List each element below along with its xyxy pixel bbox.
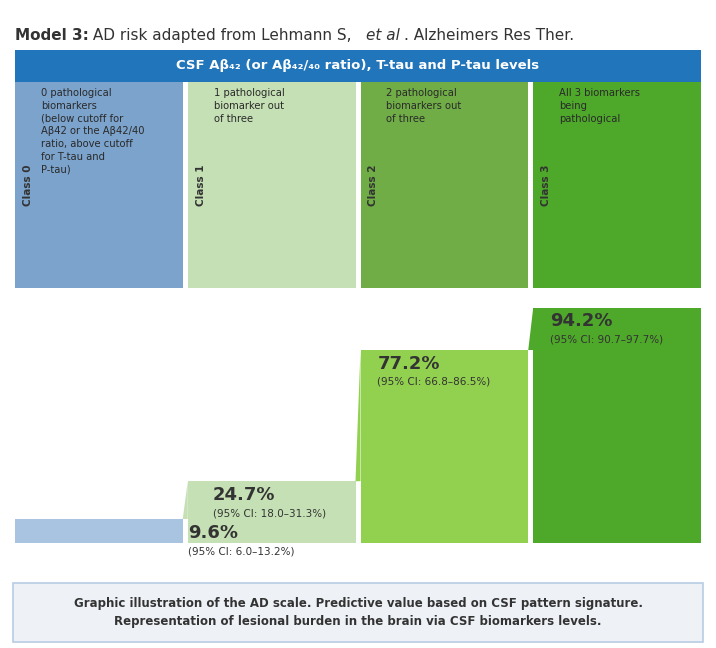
Text: (95% CI: 6.0–13.2%): (95% CI: 6.0–13.2%) — [188, 546, 294, 556]
Text: 0 pathological
biomarkers
(below cutoff for
Aβ42 or the Aβ42/40
ratio, above cut: 0 pathological biomarkers (below cutoff … — [41, 88, 145, 175]
Bar — [15, 519, 183, 543]
Bar — [15, 50, 701, 82]
Text: Class 1: Class 1 — [195, 164, 205, 206]
Text: (95% CI: 90.7–97.7%): (95% CI: 90.7–97.7%) — [550, 334, 663, 345]
Polygon shape — [356, 350, 360, 481]
Bar — [360, 350, 528, 543]
Polygon shape — [528, 308, 533, 350]
Text: 2014; Front Aging Neurosci. 2018: 2014; Front Aging Neurosci. 2018 — [231, 50, 485, 65]
Text: 77.2%: 77.2% — [377, 355, 440, 373]
Text: 94.2%: 94.2% — [550, 312, 612, 330]
Text: Class 3: Class 3 — [541, 164, 551, 206]
Text: et al: et al — [366, 28, 400, 43]
Text: All 3 biomarkers
being
pathological: All 3 biomarkers being pathological — [559, 88, 640, 124]
Bar — [533, 82, 701, 288]
Text: 1 pathological
biomarker out
of three: 1 pathological biomarker out of three — [214, 88, 284, 124]
FancyBboxPatch shape — [13, 583, 703, 642]
Text: . Alzheimers Res Ther.: . Alzheimers Res Ther. — [404, 28, 574, 43]
Text: Graphic illustration of the AD scale. Predictive value based on CSF pattern sign: Graphic illustration of the AD scale. Pr… — [74, 597, 642, 629]
Bar — [533, 308, 701, 543]
Polygon shape — [183, 481, 188, 519]
Text: 2 pathological
biomarkers out
of three: 2 pathological biomarkers out of three — [387, 88, 462, 124]
Text: AD risk adapted from Lehmann S,: AD risk adapted from Lehmann S, — [88, 28, 357, 43]
Text: 24.7%: 24.7% — [213, 486, 276, 504]
Bar — [188, 82, 356, 288]
Text: CSF Aβ₄₂ (or Aβ₄₂/₄₀ ratio), T-tau and P-tau levels: CSF Aβ₄₂ (or Aβ₄₂/₄₀ ratio), T-tau and P… — [176, 60, 540, 73]
Text: 9.6%: 9.6% — [188, 524, 238, 542]
Text: (95% CI: 66.8–86.5%): (95% CI: 66.8–86.5%) — [377, 377, 490, 387]
Bar — [15, 82, 183, 288]
Text: (95% CI: 18.0–31.3%): (95% CI: 18.0–31.3%) — [213, 508, 326, 518]
Bar — [360, 82, 528, 288]
Text: Class 2: Class 2 — [369, 164, 379, 206]
Text: Model 3:: Model 3: — [15, 28, 89, 43]
Bar — [188, 481, 356, 543]
Text: Class 0: Class 0 — [23, 164, 33, 206]
